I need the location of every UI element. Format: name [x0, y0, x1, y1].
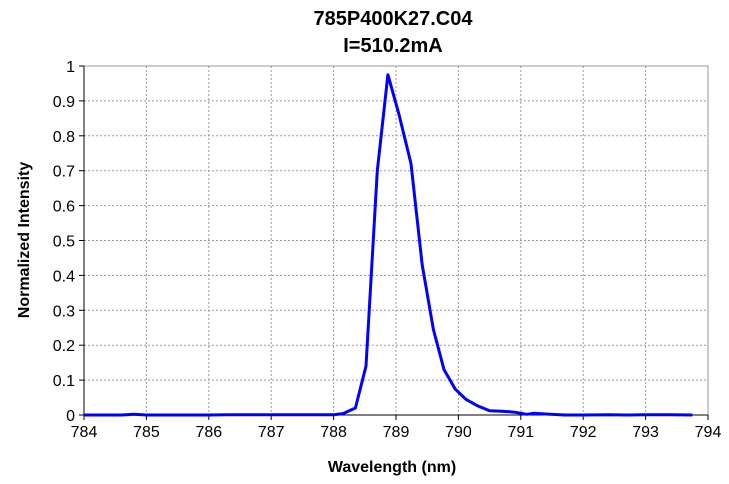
tick-labels: 784 785 786 787 788 789 790 791 792 793 794 0 0.1 0.2…	[53, 59, 722, 441]
x-tick-label: 784	[71, 424, 98, 441]
y-tick-label: 0.7	[53, 164, 75, 181]
y-tick-label: 0.2	[53, 338, 75, 355]
y-tick-label: 0.3	[53, 303, 75, 320]
y-tick-label: 0	[66, 408, 75, 425]
y-tick-label: 0.8	[53, 129, 75, 146]
x-axis-label: Wavelength (nm)	[328, 459, 456, 476]
y-tick-label: 0.6	[53, 199, 75, 216]
x-tick-label: 793	[632, 424, 659, 441]
chart-title: 785P400K27.C04	[313, 8, 473, 30]
x-tick-label: 788	[320, 424, 347, 441]
spectrum-line	[84, 73, 693, 417]
x-tick-label: 787	[258, 424, 285, 441]
y-tick-label: 0.9	[53, 94, 75, 111]
y-tick-label: 0.1	[53, 373, 75, 390]
y-axis-label: Normalized Intensity	[16, 162, 33, 319]
y-tick-label: 1	[66, 59, 75, 76]
x-tick-label: 786	[195, 424, 222, 441]
x-tick-label: 794	[695, 424, 722, 441]
x-tick-label: 791	[507, 424, 534, 441]
y-tick-label: 0.4	[53, 268, 75, 285]
x-tick-label: 790	[445, 424, 472, 441]
x-tick-label: 785	[133, 424, 160, 441]
chart-subtitle: I=510.2mA	[343, 35, 443, 57]
x-tick-label: 792	[570, 424, 597, 441]
y-tick-label: 0.5	[53, 234, 75, 251]
x-tick-label: 789	[383, 424, 410, 441]
series-layer	[84, 73, 693, 417]
